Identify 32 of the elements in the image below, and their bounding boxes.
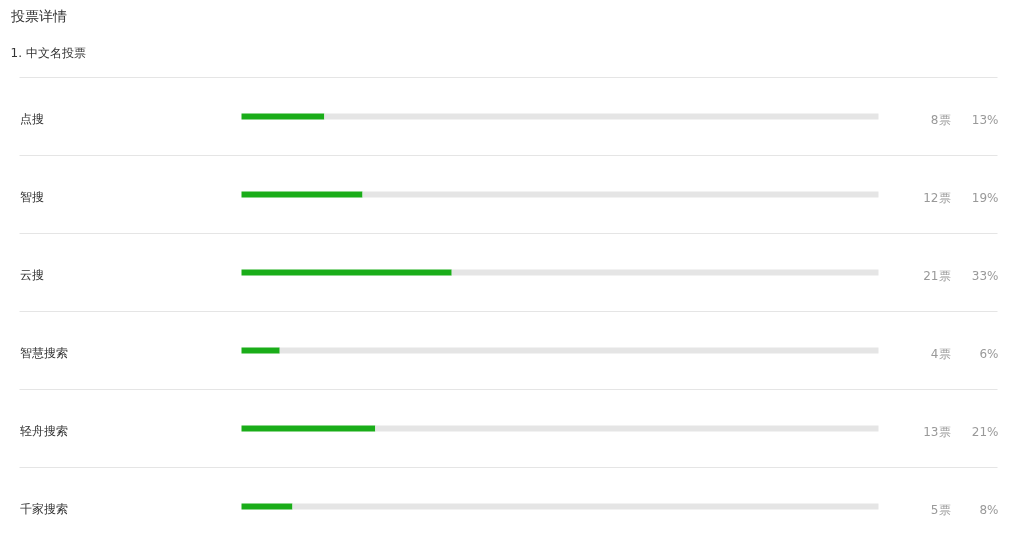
- y-tick-label: 云搜: [19, 267, 44, 282]
- bar: [241, 191, 363, 198]
- bar: [362, 191, 879, 198]
- data-label: 13%: [971, 112, 999, 127]
- data-label: 21%: [971, 424, 999, 439]
- data-label: 6%: [979, 346, 999, 361]
- bar: [375, 425, 879, 432]
- data-label: 33%: [971, 268, 999, 283]
- bar: [241, 503, 293, 510]
- bar: [451, 269, 879, 276]
- bar: [279, 347, 879, 354]
- bar: [241, 269, 452, 276]
- data-label: 8%: [979, 502, 999, 517]
- text: 13票: [923, 424, 951, 439]
- text: 1. 中文名投票: [10, 45, 86, 60]
- y-tick-label: 千家搜索: [19, 501, 68, 516]
- y-tick-label: 智慧搜索: [19, 345, 68, 360]
- bar: [324, 113, 879, 120]
- y-tick-label: 智搜: [19, 189, 44, 204]
- bar: [241, 113, 325, 120]
- text: 4票: [930, 346, 951, 361]
- text: 5票: [930, 502, 951, 517]
- data-label: 19%: [971, 190, 999, 205]
- text: 21票: [923, 268, 951, 283]
- y-tick-label: 轻舟搜索: [19, 423, 68, 438]
- bar: [241, 347, 280, 354]
- text: 投票详情: [9, 7, 67, 24]
- bar: [241, 425, 376, 432]
- y-tick-label: 点搜: [19, 111, 44, 126]
- bar: [292, 503, 879, 510]
- text: 12票: [923, 190, 951, 205]
- text: 8票: [930, 112, 951, 127]
